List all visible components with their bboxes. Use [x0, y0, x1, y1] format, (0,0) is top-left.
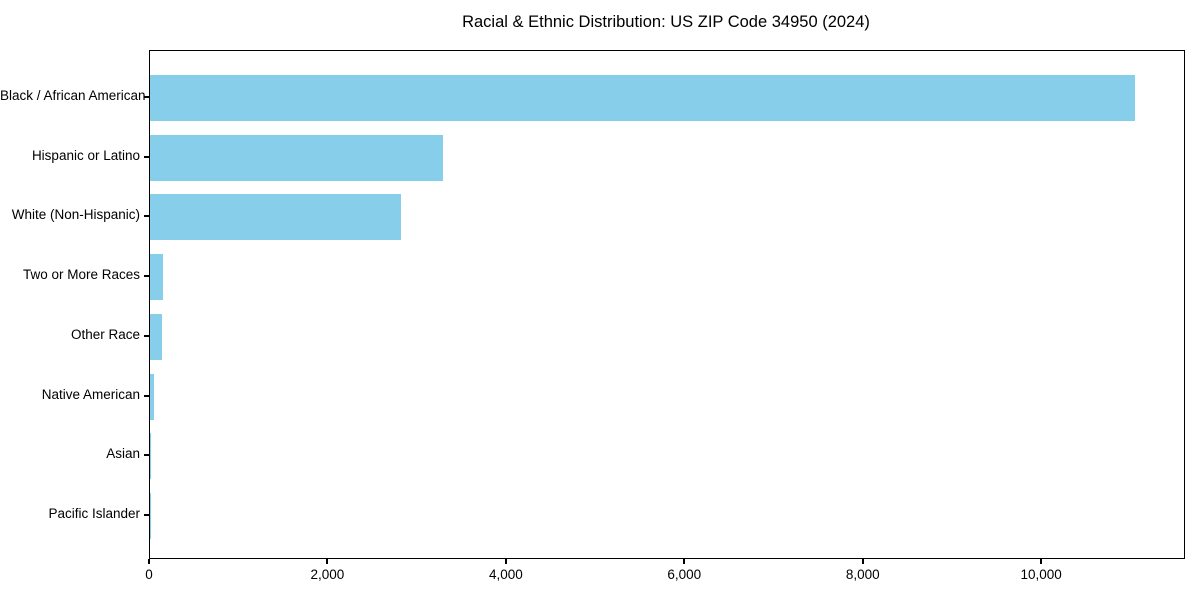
y-tick-label: Black / African American [0, 88, 146, 103]
x-tick-label: 8,000 [845, 567, 880, 582]
bar-white-non-hispanic[interactable] [150, 194, 401, 241]
y-axis-tick [144, 334, 149, 337]
y-axis-tick [144, 155, 149, 158]
x-axis-tick [861, 559, 864, 564]
x-axis-tick [1040, 559, 1043, 564]
x-tick-label: 4,000 [488, 567, 523, 582]
y-axis-tick [144, 96, 149, 98]
bar-black-african-american[interactable] [150, 75, 1135, 121]
x-axis-tick [148, 559, 150, 564]
y-tick-label: Hispanic or Latino [31, 147, 140, 163]
y-axis-tick [144, 454, 149, 457]
chart-title: Racial & Ethnic Distribution: US ZIP Cod… [462, 13, 870, 31]
plot-area [149, 50, 1185, 559]
bar-hispanic-or-latino[interactable] [150, 134, 443, 181]
x-axis-tick [326, 559, 329, 564]
bar-asian[interactable] [150, 433, 151, 480]
y-tick-label: White (Non-Hispanic) [11, 207, 140, 223]
y-tick-label: Pacific Islander [48, 505, 140, 521]
y-tick-label: Other Race [70, 326, 140, 342]
y-tick-label: Two or More Races [22, 267, 140, 283]
y-axis-tick [144, 394, 149, 397]
y-axis-tick [144, 513, 149, 516]
x-tick-label: 2,000 [310, 567, 345, 582]
x-tick-label: 0 [145, 567, 153, 582]
bar-native-american[interactable] [150, 373, 154, 420]
x-tick-label: 10,000 [1020, 567, 1062, 582]
y-axis-tick [144, 215, 149, 218]
x-axis-tick [683, 559, 686, 564]
bar-other-race[interactable] [150, 313, 163, 360]
y-tick-label: Asian [106, 446, 140, 462]
x-tick-label: 6,000 [667, 567, 702, 582]
y-tick-label: Native American [41, 386, 140, 402]
bar-two-or-more-races[interactable] [150, 254, 164, 301]
y-axis-tick [144, 275, 149, 278]
x-axis-tick [504, 559, 507, 564]
